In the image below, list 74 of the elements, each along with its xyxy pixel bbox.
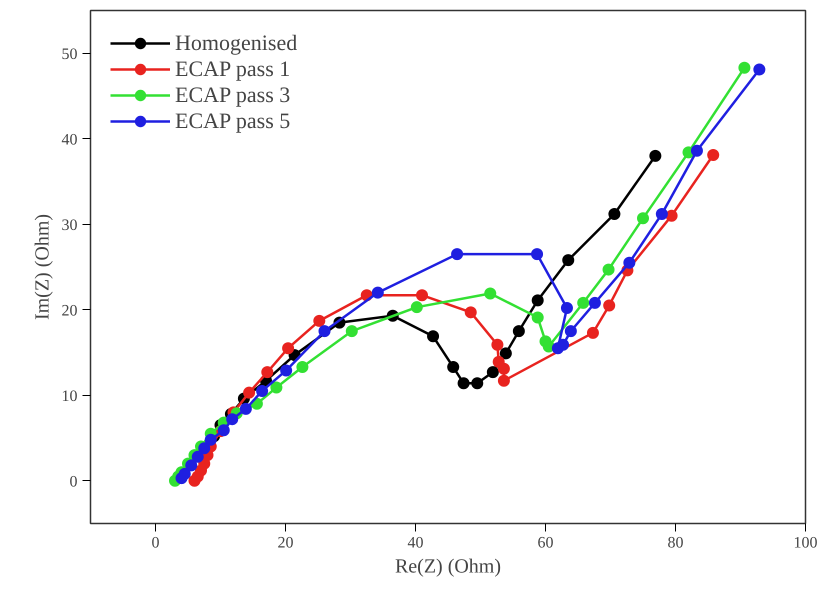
point xyxy=(649,150,662,162)
point xyxy=(738,62,750,74)
legend-label: ECAP pass 5 xyxy=(175,108,290,134)
point xyxy=(192,450,204,463)
point xyxy=(557,338,570,351)
point xyxy=(226,413,238,426)
point xyxy=(623,256,636,269)
point xyxy=(498,374,510,387)
point xyxy=(471,377,484,390)
point xyxy=(707,149,720,161)
x-tick-label: 20 xyxy=(278,534,294,552)
point xyxy=(296,361,308,374)
x-tick-label: 100 xyxy=(794,534,818,552)
point xyxy=(577,296,590,309)
point xyxy=(637,212,649,224)
legend-label: ECAP pass 3 xyxy=(175,82,290,108)
point xyxy=(532,294,544,306)
point xyxy=(256,384,268,397)
point xyxy=(318,325,330,338)
y-tick-label: 0 xyxy=(70,473,78,490)
y-tick-label: 30 xyxy=(62,216,78,234)
point xyxy=(564,325,577,338)
point xyxy=(282,342,294,354)
point xyxy=(261,366,274,378)
x-tick-label: 80 xyxy=(668,534,684,552)
point xyxy=(656,208,668,220)
point xyxy=(243,386,256,399)
point xyxy=(484,288,496,300)
point xyxy=(240,402,252,415)
point xyxy=(416,289,428,302)
point xyxy=(270,382,282,394)
y-tick-label: 50 xyxy=(62,46,78,63)
point xyxy=(498,362,510,375)
x-tick-label: 0 xyxy=(152,534,160,552)
point xyxy=(588,296,601,309)
point xyxy=(753,64,766,76)
point xyxy=(464,306,477,318)
point xyxy=(586,326,599,339)
point xyxy=(532,311,544,324)
point xyxy=(458,377,470,390)
x-tick-label: 60 xyxy=(538,534,554,552)
point xyxy=(185,459,198,472)
point xyxy=(603,299,616,312)
point xyxy=(218,424,230,436)
point xyxy=(608,208,620,220)
point xyxy=(447,361,460,374)
point xyxy=(690,144,703,157)
point xyxy=(560,302,573,314)
point xyxy=(410,301,423,314)
point xyxy=(178,468,191,480)
point xyxy=(666,210,678,222)
legend-label: Homogenised xyxy=(175,30,298,56)
y-tick-label: 10 xyxy=(62,388,78,405)
point xyxy=(491,338,504,351)
point xyxy=(204,434,217,446)
point xyxy=(451,248,464,260)
x-tick-label: 40 xyxy=(408,534,424,552)
point xyxy=(198,442,210,454)
point xyxy=(531,248,544,260)
point xyxy=(280,364,292,376)
y-tick-label: 20 xyxy=(62,302,78,320)
point xyxy=(562,254,574,266)
point xyxy=(512,325,525,338)
y-tick-label: 40 xyxy=(62,131,78,148)
point xyxy=(372,286,384,299)
point xyxy=(500,347,512,360)
point xyxy=(602,264,615,276)
x-axis-title: Re(Z) (Ohm) xyxy=(394,556,502,578)
y-axis-title: Im(Z) (Ohm) xyxy=(32,214,54,320)
legend-label: ECAP pass 1 xyxy=(175,56,290,82)
point xyxy=(427,330,440,342)
point xyxy=(486,366,499,378)
point xyxy=(313,314,326,327)
point xyxy=(346,325,358,338)
